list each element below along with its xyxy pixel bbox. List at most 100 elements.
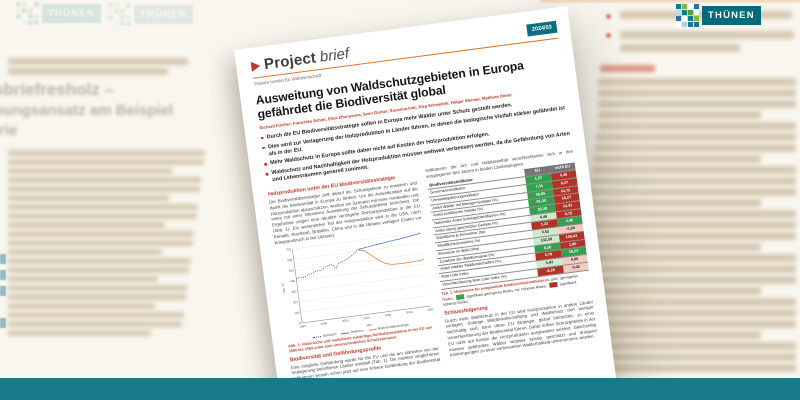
mosaic-tile (16, 2, 21, 7)
mosaic-tile (126, 21, 131, 26)
mosaic-tile (688, 16, 693, 21)
mosaic-tile (120, 21, 125, 26)
ghost-thuenen-logo: THÜNEN (108, 3, 193, 26)
y-tick-label: 400 (290, 279, 296, 284)
background-text-line (8, 258, 191, 264)
background-text-line (583, 232, 796, 240)
background-text-line (620, 31, 794, 39)
left-column: Holzproduktion unter der EU Biodiversitä… (267, 170, 441, 388)
y-tick-label: 600 (287, 258, 293, 263)
y-tick-label: 0 (299, 321, 302, 325)
bullet-icon (261, 146, 265, 150)
mosaic-tile (676, 16, 681, 21)
background-teal-square (0, 270, 6, 280)
bullet-icon (265, 172, 269, 176)
gridline (295, 253, 424, 271)
background-text-line (8, 276, 159, 282)
background-text-line (589, 188, 796, 196)
background-headline-fragment: sbriefresholz – (0, 80, 114, 99)
thuenen-mosaic-icon (676, 4, 699, 27)
x-tick-label: 2020 (363, 316, 370, 321)
mosaic-tile (682, 10, 687, 15)
background-text-line (594, 144, 796, 152)
thuenen-wordmark: THÜNEN (134, 4, 193, 25)
mosaic-tile (16, 14, 21, 19)
mosaic-tile (126, 9, 131, 14)
gridline (296, 264, 425, 282)
background-text-line (576, 287, 761, 295)
mosaic-tile (22, 20, 27, 25)
background-text-line (598, 100, 796, 108)
background-bullet (606, 33, 611, 38)
y-axis-label: Mio. m³ (281, 283, 286, 293)
background-text-line (598, 78, 796, 86)
thuenen-wordmark: THÜNEN (702, 5, 761, 26)
ghost-thuenen-logo: THÜNEN (16, 2, 101, 25)
series-Biodiversitätsstrategie (357, 249, 425, 266)
background-text-line (8, 213, 197, 219)
y-tick-label: 700 (286, 248, 292, 253)
mosaic-tile (120, 15, 125, 20)
background-text-line (598, 111, 761, 119)
y-tick-label: 500 (289, 269, 295, 274)
footer-teal-bar (0, 378, 800, 400)
mosaic-tile (694, 4, 699, 9)
gridline (300, 295, 429, 313)
background-teal-square (0, 254, 6, 264)
legend-line-icon (368, 328, 377, 331)
background-text-line (593, 155, 761, 163)
background-text-line (598, 89, 796, 97)
background-text-line (620, 44, 740, 52)
background-text-line (8, 303, 155, 309)
background-text-line (8, 195, 169, 201)
project-brief-page: Project brief 2024/03 Thünen Institut fü… (234, 6, 638, 400)
background-bullet (606, 14, 611, 19)
background-text-line (8, 58, 188, 65)
gridline (299, 285, 428, 303)
mosaic-tile (676, 4, 681, 9)
two-column-body: Holzproduktion unter der EU Biodiversitä… (267, 149, 599, 388)
background-text-line (596, 133, 796, 141)
mosaic-tile (34, 14, 39, 19)
mosaic-tile (22, 2, 27, 7)
thuenen-mosaic-icon (16, 2, 39, 25)
mosaic-tile (114, 15, 119, 20)
background-text-line (8, 159, 204, 165)
legend-line-icon (341, 332, 350, 335)
background-text-line (569, 342, 796, 350)
background-text-line (8, 150, 205, 156)
x-tick-label: 1990 (299, 324, 306, 329)
background-text-line (586, 210, 796, 218)
mosaic-tile (34, 8, 39, 13)
background-headline-fragment: trie (0, 122, 18, 139)
background-text-line (572, 320, 796, 328)
mosaic-tile (114, 21, 119, 26)
mosaic-tile (682, 16, 687, 21)
mosaic-tile (28, 8, 33, 13)
x-tick-label: 2040 (406, 310, 413, 315)
background-text-line (8, 177, 202, 183)
background-text-line (570, 331, 761, 339)
mosaic-tile (126, 3, 131, 8)
mosaic-tile (114, 3, 119, 8)
mosaic-tile (682, 22, 687, 27)
background-text-line (600, 65, 655, 72)
background-text-line (587, 199, 761, 207)
background-text-line (592, 166, 796, 174)
biodiversity-indicator-table: Biodiversitätsindikator EU nicht EU Governa… (426, 162, 589, 290)
background-text-line (566, 364, 796, 372)
mosaic-tile (108, 21, 113, 26)
mosaic-tile (676, 10, 681, 15)
background-text-line (584, 221, 796, 229)
background-text-line (8, 68, 168, 75)
mosaic-tile (34, 2, 39, 7)
series-historisch (296, 249, 358, 280)
legend-line-icon (313, 335, 322, 338)
mosaic-tile (108, 9, 113, 14)
mosaic-tile (28, 14, 33, 19)
thuenen-logo: THÜNEN (676, 4, 761, 27)
series-Referenz (357, 233, 421, 251)
background-text-line (8, 231, 195, 237)
y-tick-label: 100 (294, 311, 300, 316)
